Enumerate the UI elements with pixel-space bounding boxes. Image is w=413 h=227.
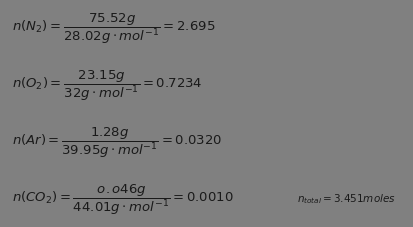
Text: $n(O_2) = \dfrac{23.15g}{32g \cdot mol^{-1}} = 0.7234$: $n(O_2) = \dfrac{23.15g}{32g \cdot mol^{… bbox=[12, 68, 203, 102]
Text: $n(N_2) = \dfrac{75.52g}{28.02g \cdot mol^{-1}} = 2.695$: $n(N_2) = \dfrac{75.52g}{28.02g \cdot mo… bbox=[12, 11, 216, 45]
Text: $n_{total}=3.451moles$: $n_{total}=3.451moles$ bbox=[297, 192, 396, 205]
Text: $n(CO_2) = \dfrac{o.o46g}{44.01g \cdot mol^{-1}} = 0.0010$: $n(CO_2) = \dfrac{o.o46g}{44.01g \cdot m… bbox=[12, 182, 234, 216]
Text: $n(Ar) = \dfrac{1.28g}{39.95g \cdot mol^{-1}} = 0.0320$: $n(Ar) = \dfrac{1.28g}{39.95g \cdot mol^… bbox=[12, 125, 223, 159]
